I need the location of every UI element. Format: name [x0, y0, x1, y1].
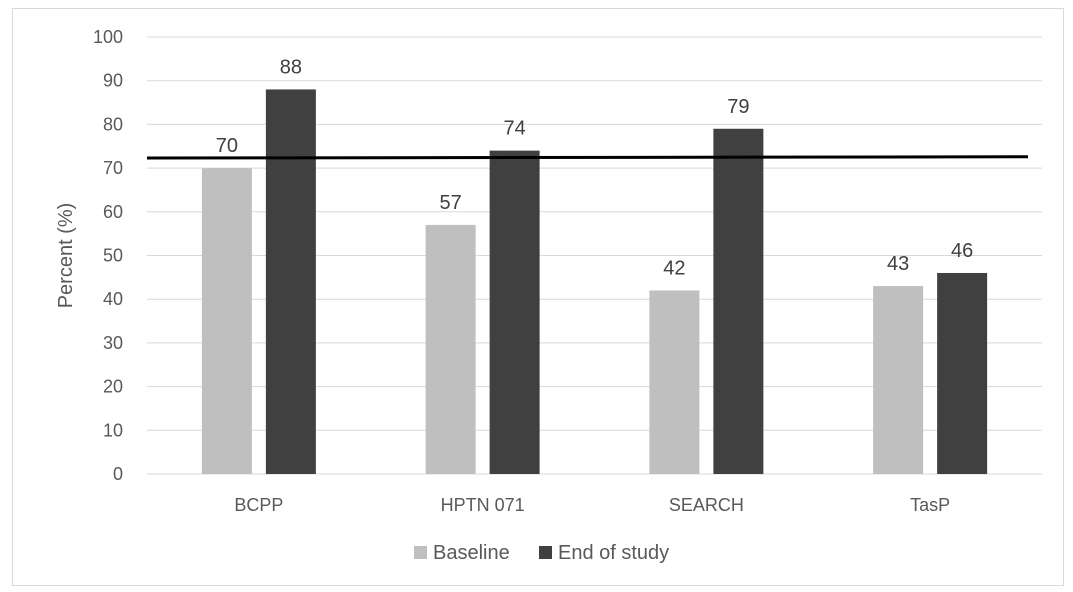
legend-label: Baseline: [433, 542, 510, 564]
data-label: 79: [727, 96, 749, 118]
y-tick-label: 90: [103, 71, 123, 91]
category-label: TasP: [910, 495, 950, 515]
data-label: 74: [504, 118, 526, 140]
bar: [265, 89, 316, 474]
legend-swatch: [414, 546, 427, 559]
data-label: 70: [216, 135, 238, 157]
y-tick-label: 50: [103, 246, 123, 266]
data-label: 42: [663, 257, 685, 279]
legend-swatch: [539, 546, 552, 559]
y-tick-label: 100: [93, 27, 123, 47]
bar: [873, 286, 924, 474]
data-label: 88: [280, 56, 302, 78]
data-label: 43: [887, 253, 909, 275]
reference-line: [146, 155, 1029, 160]
bar: [425, 224, 476, 474]
y-tick-label: 20: [103, 377, 123, 397]
bar: [937, 272, 988, 474]
category-label: HPTN 071: [441, 495, 525, 515]
y-axis-title: Percent (%): [55, 203, 77, 309]
category-label: SEARCH: [669, 495, 744, 515]
y-tick-label: 10: [103, 420, 123, 440]
category-label: BCPP: [234, 495, 283, 515]
y-tick-label: 80: [103, 114, 123, 134]
bar: [713, 128, 764, 474]
y-tick-label: 0: [113, 464, 123, 484]
bar: [649, 290, 700, 474]
bar: [489, 150, 540, 474]
y-tick-label: 40: [103, 289, 123, 309]
y-tick-label: 60: [103, 202, 123, 222]
chart-frame: [12, 8, 1064, 586]
bar: [201, 168, 252, 474]
data-label: 57: [440, 192, 462, 214]
y-tick-label: 70: [103, 158, 123, 178]
data-label: 46: [951, 240, 973, 262]
y-tick-label: 30: [103, 333, 123, 353]
legend-label: End of study: [558, 542, 669, 564]
